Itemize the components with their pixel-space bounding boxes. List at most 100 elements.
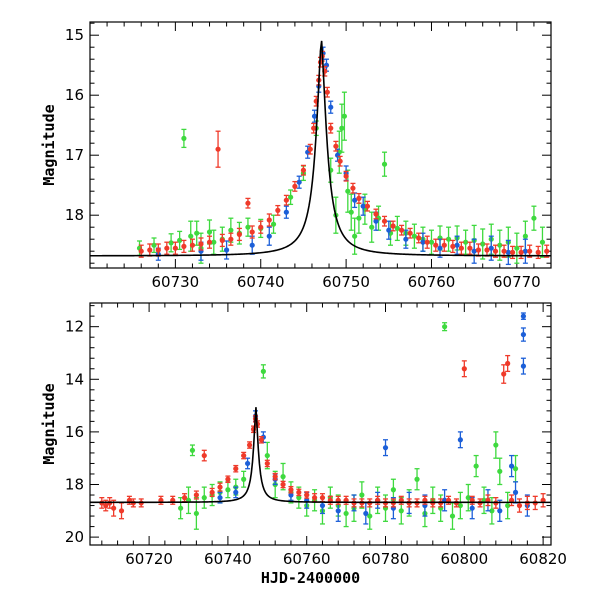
data-point	[352, 233, 358, 239]
data-point	[241, 476, 247, 482]
data-point	[471, 248, 477, 254]
data-point	[505, 360, 511, 367]
data-point	[450, 243, 456, 249]
bottom-panel: 60720 60740 60760 60780 60800 60820 12 14 16 18 20…	[40, 302, 567, 587]
data-point	[449, 513, 456, 519]
data-point	[465, 495, 471, 501]
data-point	[497, 508, 503, 514]
data-point	[516, 502, 523, 509]
data-point	[480, 241, 486, 247]
data-point	[437, 245, 443, 251]
plot-frame	[89, 302, 552, 546]
y-tick-label: 16	[65, 423, 84, 441]
data-point	[497, 468, 503, 474]
data-point	[233, 489, 239, 495]
x-tick-label: 60730	[152, 273, 200, 291]
data-point	[505, 249, 511, 255]
data-point	[356, 195, 362, 201]
data-point	[172, 245, 178, 251]
data-point	[272, 474, 278, 480]
data-point	[188, 233, 194, 239]
data-point	[311, 495, 318, 501]
green-series	[136, 91, 546, 264]
data-point	[215, 146, 221, 152]
data-point	[367, 513, 373, 519]
data-point	[416, 235, 422, 241]
data-point	[381, 218, 388, 224]
data-point	[544, 248, 550, 254]
data-point	[441, 242, 447, 248]
data-point	[280, 481, 286, 488]
data-point	[194, 230, 200, 236]
data-point	[296, 489, 302, 495]
data-point	[364, 203, 371, 209]
data-point	[505, 502, 511, 509]
data-point	[181, 495, 188, 501]
data-point	[428, 239, 435, 245]
data-point	[198, 241, 204, 247]
data-point	[341, 113, 348, 119]
data-point	[292, 183, 298, 189]
data-point	[359, 492, 365, 498]
data-point	[337, 158, 343, 164]
data-point	[201, 452, 207, 459]
y-tick-label: 15	[65, 26, 84, 44]
y-axis-title: Magnitude	[40, 383, 58, 464]
data-point	[189, 242, 196, 248]
data-point	[497, 242, 503, 248]
data-point	[177, 237, 183, 243]
plot-frame	[89, 21, 552, 269]
data-point	[217, 484, 223, 490]
data-point	[527, 248, 533, 254]
data-point	[457, 437, 463, 443]
data-point	[469, 505, 475, 511]
data-point	[373, 211, 379, 217]
data-point	[266, 233, 272, 239]
data-point	[225, 476, 231, 482]
data-point	[489, 508, 495, 514]
x-tick-label: 60760	[408, 273, 456, 291]
x-tick-label: 60770	[493, 273, 541, 291]
data-point	[352, 197, 358, 203]
data-point	[245, 224, 251, 230]
x-tick-label: 60820	[519, 550, 567, 568]
data-point	[333, 143, 339, 149]
data-point	[155, 247, 161, 253]
data-point	[223, 247, 230, 253]
model-curve	[90, 40, 551, 257]
y-tick-label: 16	[65, 86, 84, 104]
data-point	[522, 233, 528, 239]
data-point	[360, 203, 366, 209]
x-tick-label: 60750	[322, 273, 370, 291]
data-point	[189, 447, 196, 453]
data-point	[245, 200, 251, 206]
data-point	[181, 135, 187, 141]
data-point	[403, 236, 409, 242]
data-point	[509, 249, 516, 255]
data-point	[111, 505, 117, 511]
data-point	[535, 249, 541, 255]
data-point	[328, 125, 334, 131]
data-point	[369, 224, 375, 230]
data-point	[399, 227, 405, 233]
data-point	[319, 502, 326, 509]
data-point	[420, 239, 426, 245]
data-point	[424, 239, 430, 245]
data-point	[407, 230, 413, 236]
data-point	[461, 366, 467, 372]
x-tick-label: 60720	[125, 550, 173, 568]
data-point	[381, 161, 388, 167]
data-point	[390, 223, 396, 229]
data-point	[508, 463, 515, 469]
data-point	[520, 313, 527, 319]
data-point	[512, 489, 519, 495]
data-point	[363, 510, 369, 517]
red-series	[138, 50, 550, 260]
data-point	[467, 245, 473, 251]
green-series	[178, 322, 519, 530]
data-point	[193, 492, 199, 498]
data-point	[457, 502, 463, 509]
data-point	[233, 466, 239, 472]
data-point	[512, 466, 519, 472]
x-tick-label: 60780	[362, 550, 410, 568]
